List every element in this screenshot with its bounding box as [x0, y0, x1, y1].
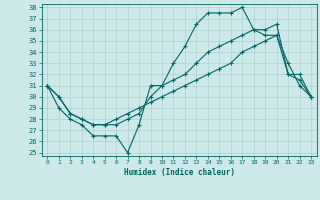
- X-axis label: Humidex (Indice chaleur): Humidex (Indice chaleur): [124, 168, 235, 177]
